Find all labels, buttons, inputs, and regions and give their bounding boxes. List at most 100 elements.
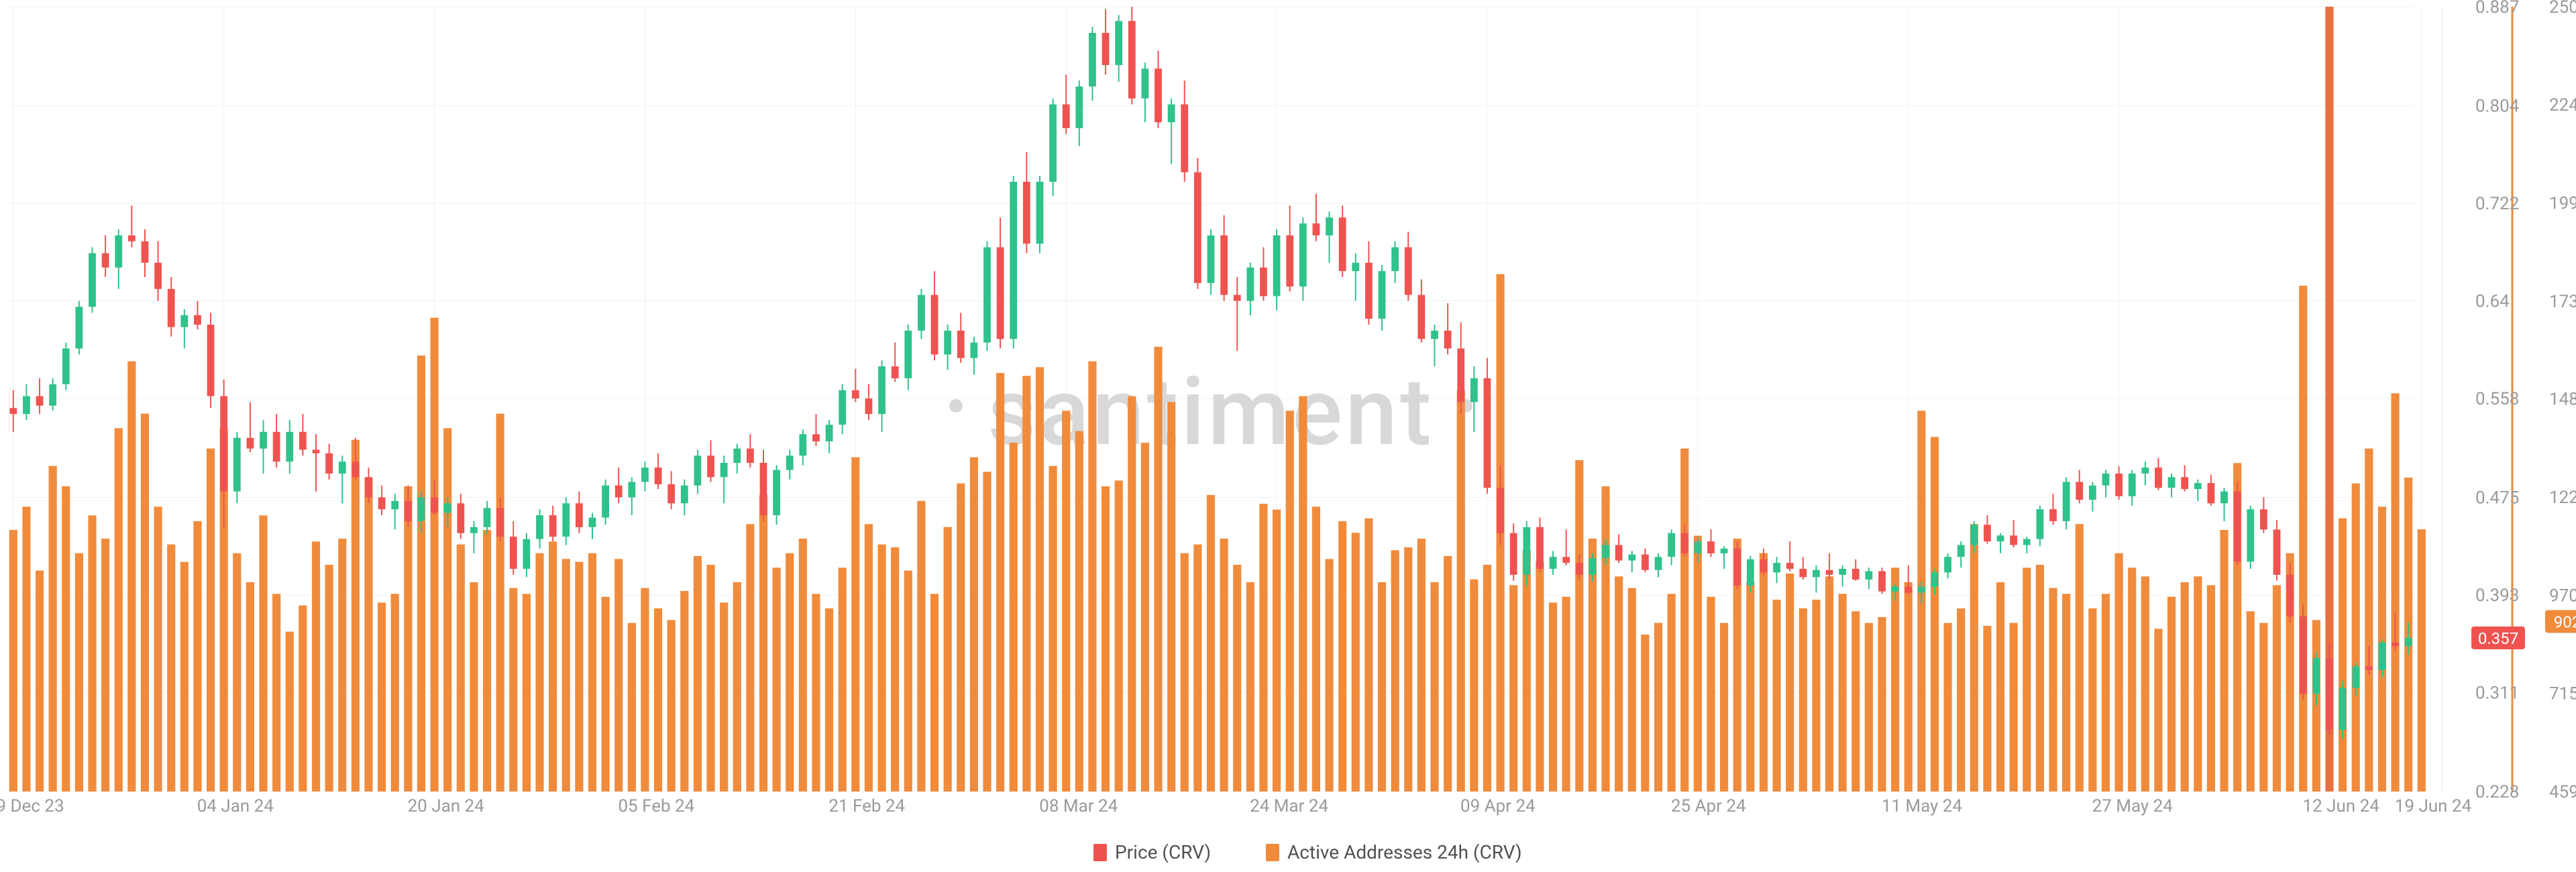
candle-body (325, 453, 333, 474)
address-tick: 1737 (2549, 292, 2576, 312)
address-bar (1720, 623, 1728, 792)
candle-body (1220, 235, 1228, 295)
candle-body (457, 503, 464, 533)
address-bar (1470, 580, 1478, 792)
candle-body (2273, 529, 2281, 574)
svg-text:Active Addresses 24h (CRV): Active Addresses 24h (CRV) (1287, 841, 1522, 863)
candle-body (1550, 557, 1557, 569)
candle-body (260, 432, 267, 449)
candle-body (484, 508, 491, 527)
candle-body (1168, 105, 1175, 123)
address-bar (2010, 623, 2018, 792)
candle-body (1102, 33, 1110, 65)
candle-body (799, 434, 806, 455)
candle-body (1208, 235, 1215, 283)
address-bar (1338, 521, 1346, 792)
candle-body (1944, 557, 1951, 572)
address-bar (338, 539, 346, 792)
address-bar (1694, 536, 1702, 792)
candle-body (1904, 587, 1912, 593)
address-bar (720, 602, 728, 792)
address-bar (193, 521, 201, 792)
address-bar (1312, 506, 1320, 792)
candle-body (1642, 555, 1649, 570)
candle-body (23, 396, 30, 415)
address-bar (1154, 347, 1162, 792)
candle-body (391, 501, 398, 509)
candle-body (76, 307, 83, 348)
address-tick: 459 (2549, 782, 2576, 802)
price-tick: 0.228 (2475, 782, 2519, 802)
address-bar (1970, 524, 1978, 792)
address-bar (1601, 486, 1609, 792)
candle-body (2405, 638, 2412, 646)
address-bar (2207, 585, 2215, 792)
address-bar (904, 571, 912, 792)
candle-body (431, 497, 438, 512)
address-bar (1352, 533, 1360, 792)
address-bar (1931, 437, 1939, 792)
candle-body (997, 248, 1004, 339)
candle-body (720, 463, 728, 477)
address-bar (1404, 547, 1412, 792)
candle-body (1562, 557, 1570, 563)
price-current-value: 0.357 (2478, 629, 2518, 648)
address-bar (1286, 411, 1294, 792)
candle-body (1444, 331, 1452, 349)
address-bar (1904, 582, 1913, 792)
candle-body (1681, 533, 1688, 553)
address-bar (1772, 600, 1780, 792)
candle-body (1707, 541, 1715, 553)
candle-body (707, 455, 714, 477)
candle-body (2286, 575, 2294, 616)
candle-body (549, 515, 557, 537)
address-bar (443, 428, 451, 792)
candle-body (1299, 223, 1307, 286)
candle-body (904, 331, 912, 378)
address-bar (1878, 617, 1886, 792)
address-bar (1325, 559, 1333, 792)
candle-body (1839, 569, 1846, 575)
address-bar (430, 318, 438, 792)
candle-body (681, 486, 688, 504)
candle-body (1589, 558, 1597, 575)
address-bar (983, 472, 991, 792)
candle-body (576, 503, 583, 527)
address-bar (1628, 588, 1636, 792)
address-bar (1364, 519, 1373, 792)
candle-body (1063, 105, 1070, 129)
candle-body (562, 503, 570, 537)
candle-body (2063, 482, 2070, 521)
candle-body (2049, 509, 2057, 521)
candle-body (1313, 223, 1320, 235)
candle-body (339, 461, 346, 474)
address-bar (1141, 443, 1149, 792)
price-tick: 0.393 (2475, 586, 2519, 606)
price-tick: 0.722 (2475, 194, 2519, 214)
candle-body (1655, 557, 1662, 570)
address-bar (207, 449, 215, 792)
x-axis-label: 05 Feb 24 (618, 796, 694, 816)
candle-body (207, 325, 215, 396)
candle-body (773, 470, 780, 515)
address-bar (1641, 635, 1649, 792)
x-axis-label: 12 Jun 24 (2302, 796, 2379, 816)
candle-body (1339, 217, 1346, 271)
address-bar (101, 539, 109, 792)
chart-container: santiment0.2280.3110.3930.4750.5580.640.… (0, 0, 2576, 872)
address-bar (1825, 576, 1833, 792)
candle-body (1852, 569, 1860, 580)
address-bar (2102, 594, 2110, 792)
address-bar (1207, 495, 1215, 792)
price-tick: 0.311 (2475, 684, 2519, 704)
address-tick: 1482 (2549, 390, 2576, 410)
candle-body (2023, 539, 2031, 545)
candle-body (615, 486, 623, 498)
candle-body (62, 349, 70, 384)
address-bar (1193, 545, 1201, 792)
candle-body (1892, 587, 1899, 592)
price-address-chart[interactable]: santiment0.2280.3110.3930.4750.5580.640.… (0, 0, 2576, 872)
candle-body (786, 455, 794, 470)
address-bar (877, 545, 885, 792)
candle-body (1352, 263, 1359, 271)
